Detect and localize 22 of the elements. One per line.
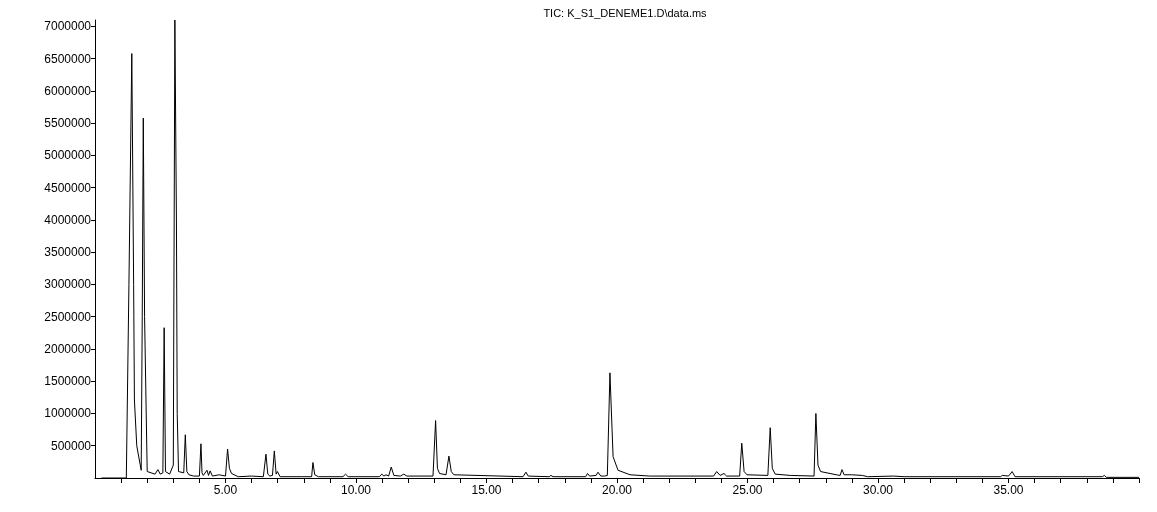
y-tick-label: 3500000 xyxy=(44,245,92,260)
y-tick-label: 6500000 xyxy=(44,51,92,66)
chart-title: TIC: K_S1_DENEME1.D\data.ms xyxy=(543,6,708,19)
y-tick-label: 7000000 xyxy=(44,19,92,34)
x-tick-label: 5.00 xyxy=(213,483,238,497)
x-tick-label: 35.00 xyxy=(993,483,1024,497)
y-tick-label: 5000000 xyxy=(44,148,92,163)
y-tick-label: 6000000 xyxy=(44,83,92,98)
x-tick-label: 30.00 xyxy=(862,483,894,497)
x-tick-label: 20.00 xyxy=(601,483,633,497)
x-tick-label: 15.00 xyxy=(471,483,502,497)
y-tick-label: 1500000 xyxy=(44,374,92,389)
y-tick-label: 5500000 xyxy=(44,116,92,131)
x-tick-label: 25.00 xyxy=(732,483,763,497)
y-tick-label: 4000000 xyxy=(44,212,92,227)
y-tick-label: 2000000 xyxy=(44,341,92,356)
y-tick-label: 2500000 xyxy=(44,309,92,324)
y-tick-label: 3000000 xyxy=(44,277,92,292)
y-tick-label: 1000000 xyxy=(44,406,92,421)
x-tick-label: 10.00 xyxy=(340,483,372,497)
y-tick-label: 4500000 xyxy=(44,180,92,195)
y-tick-label: 500000 xyxy=(50,438,92,453)
